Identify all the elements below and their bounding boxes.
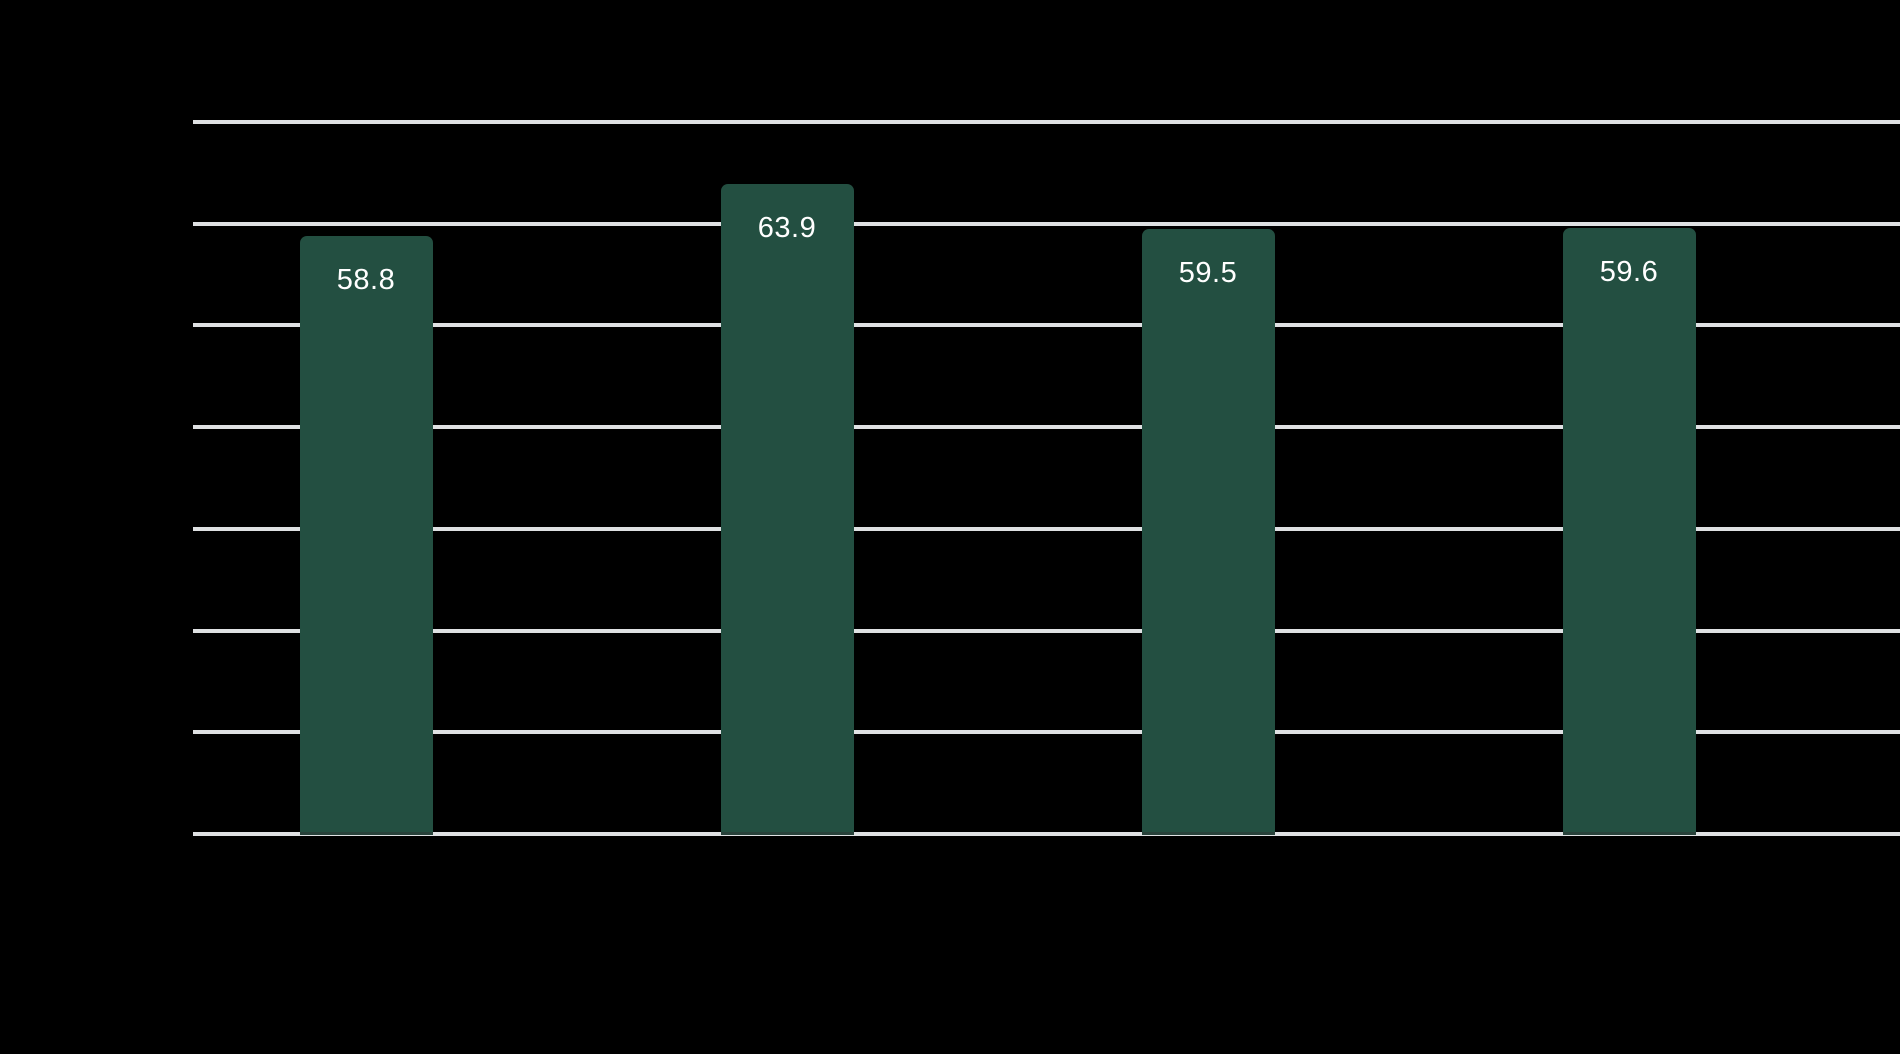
- bar-value-label: 59.6: [1599, 255, 1659, 288]
- bar-value-label: 63.9: [757, 212, 817, 245]
- gridline: [193, 832, 1900, 836]
- gridline: [193, 323, 1900, 328]
- bar-value-label: 58.8: [336, 263, 396, 296]
- gridline: [193, 120, 1900, 124]
- bar: 59.6: [1562, 227, 1696, 832]
- bar-value-label: 59.5: [1178, 256, 1238, 289]
- bar: 59.5: [1141, 228, 1275, 832]
- bar: 63.9: [720, 184, 854, 832]
- gridline: [193, 628, 1900, 633]
- gridline: [193, 425, 1900, 430]
- bar: 58.8: [299, 235, 433, 832]
- gridline: [193, 526, 1900, 531]
- gridline: [193, 730, 1900, 735]
- gridline: [193, 221, 1900, 226]
